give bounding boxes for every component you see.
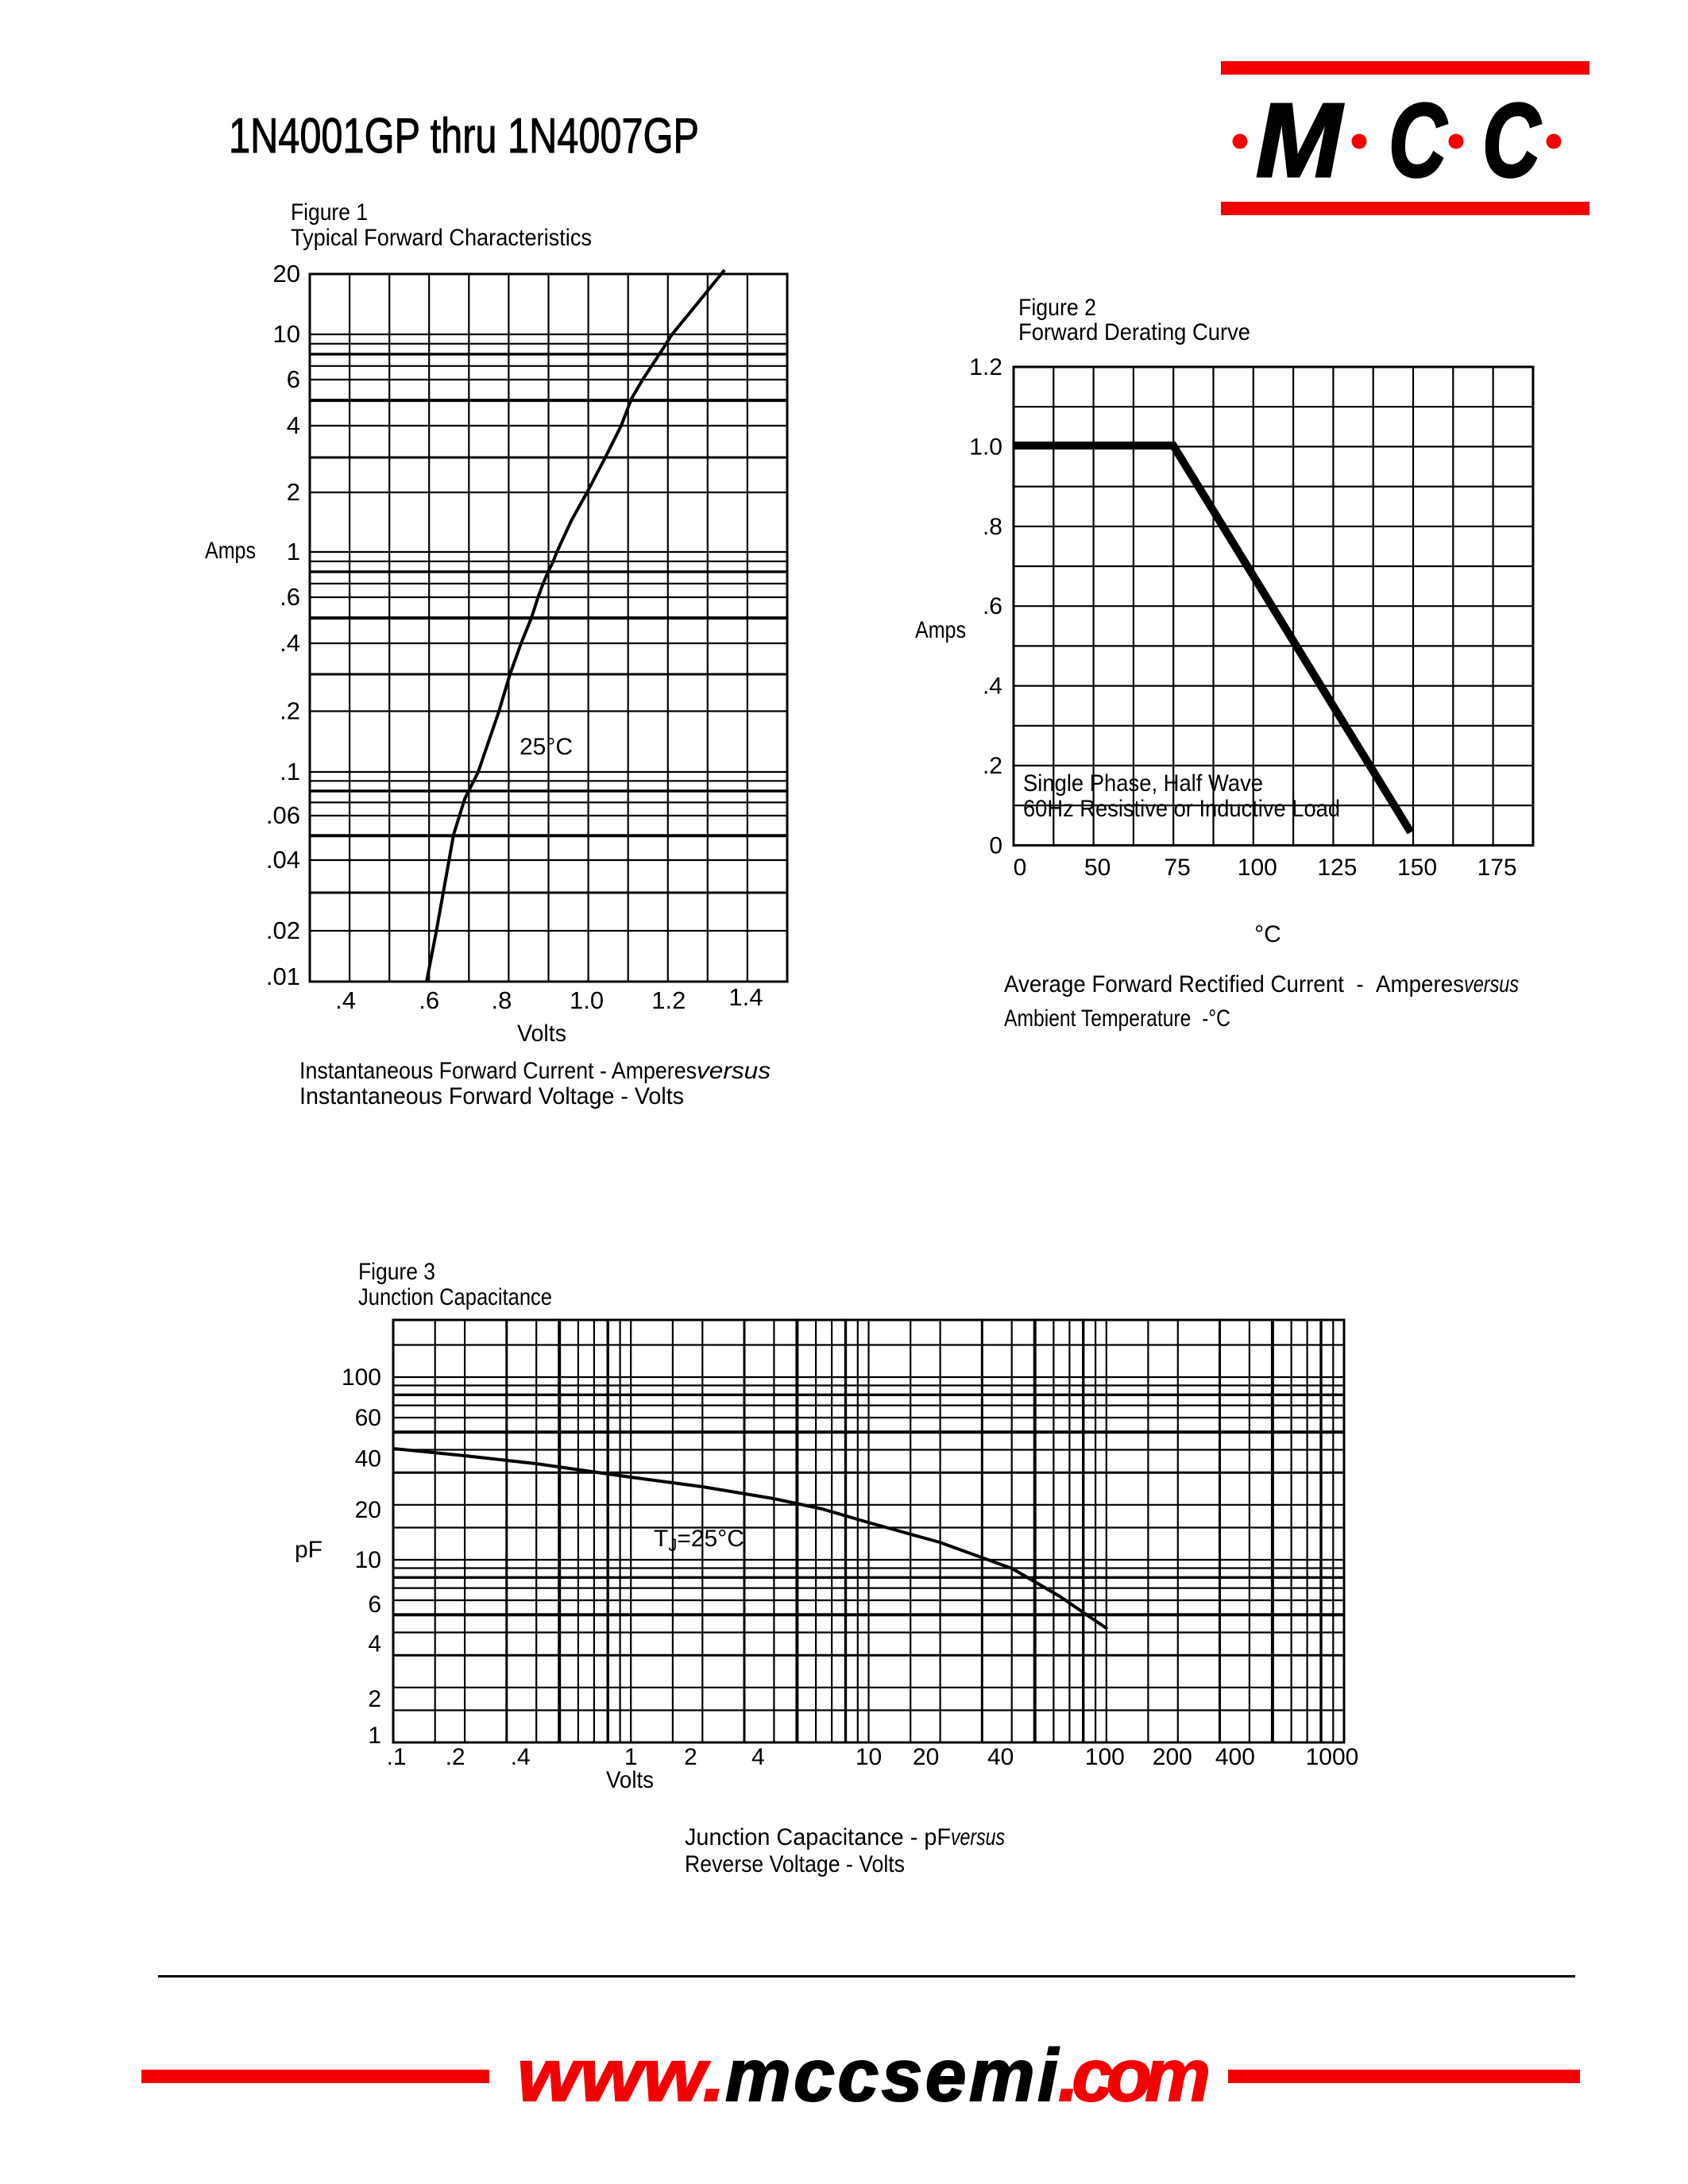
svg-text:6: 6 — [368, 1592, 381, 1618]
svg-text:.4: .4 — [335, 986, 356, 1014]
svg-text:.2: .2 — [983, 753, 1002, 779]
svg-text:.4: .4 — [511, 1744, 531, 1770]
svg-text:20: 20 — [913, 1744, 939, 1770]
svg-text:Figure 3: Figure 3 — [358, 1259, 435, 1285]
svg-text:TJ=25°C: TJ=25°C — [654, 1526, 744, 1555]
svg-text:0: 0 — [989, 832, 1002, 859]
svg-text:10: 10 — [355, 1547, 381, 1573]
svg-text:C: C — [1389, 82, 1447, 199]
svg-text:1.2: 1.2 — [969, 354, 1002, 380]
svg-text:.8: .8 — [491, 986, 512, 1014]
svg-text:60: 60 — [355, 1405, 381, 1431]
svg-text:40: 40 — [355, 1446, 381, 1472]
svg-text:75: 75 — [1165, 855, 1191, 881]
svg-text:.4: .4 — [983, 673, 1002, 700]
svg-text:2: 2 — [368, 1686, 381, 1712]
svg-text:1: 1 — [624, 1744, 638, 1770]
svg-text:175: 175 — [1477, 855, 1517, 881]
svg-text:60Hz Resistive or Inductive Lo: 60Hz Resistive or Inductive Load — [1023, 796, 1340, 822]
svg-text:10: 10 — [856, 1744, 882, 1770]
svg-text:Amps: Amps — [205, 538, 256, 564]
svg-text:.8: .8 — [983, 514, 1002, 540]
svg-text:150: 150 — [1397, 855, 1437, 881]
svg-text:Junction Capacitance - pF: Junction Capacitance - pF — [685, 1824, 951, 1850]
svg-text:.06: .06 — [266, 801, 300, 829]
svg-text:20: 20 — [273, 260, 300, 287]
svg-text:versus: versus — [697, 1058, 771, 1084]
svg-text:Average Forward Rectified Curr: Average Forward Rectified Current - Ampe… — [1004, 971, 1464, 997]
svg-text:2: 2 — [684, 1744, 697, 1770]
svg-text:Amps: Amps — [915, 617, 966, 643]
svg-text:1000: 1000 — [1306, 1744, 1359, 1770]
svg-text:.com: .com — [1058, 2034, 1211, 2116]
svg-text:1.4: 1.4 — [728, 983, 763, 1011]
svg-text:100: 100 — [342, 1364, 381, 1391]
svg-text:4: 4 — [287, 411, 300, 439]
svg-text:Ambient Temperature -°C: Ambient Temperature -°C — [1004, 1005, 1230, 1032]
svg-text:1.0: 1.0 — [969, 434, 1002, 460]
svg-text:Single Phase, Half Wave: Single Phase, Half Wave — [1023, 770, 1263, 797]
svg-text:Volts: Volts — [606, 1767, 654, 1793]
svg-text:100: 100 — [1085, 1744, 1125, 1770]
svg-text:10: 10 — [273, 320, 300, 348]
svg-text:Figure 1: Figure 1 — [291, 199, 368, 226]
svg-text:40: 40 — [987, 1744, 1014, 1770]
svg-text:20: 20 — [355, 1497, 381, 1523]
svg-text:4: 4 — [751, 1744, 765, 1770]
svg-text:125: 125 — [1317, 855, 1357, 881]
svg-text:0: 0 — [1014, 855, 1027, 881]
svg-text:.6: .6 — [419, 986, 439, 1014]
svg-text:1: 1 — [287, 538, 300, 565]
svg-text:2: 2 — [287, 478, 300, 506]
svg-text:1.2: 1.2 — [651, 986, 686, 1014]
svg-text:1: 1 — [368, 1723, 381, 1749]
svg-text:pF: pF — [295, 1537, 323, 1563]
svg-text:.4: .4 — [280, 629, 300, 657]
svg-text:1N4001GP thru 1N4007GP: 1N4001GP thru 1N4007GP — [229, 109, 699, 164]
svg-text:Instantaneous Forward Voltage: Instantaneous Forward Voltage - Volts — [299, 1083, 684, 1109]
svg-text:Reverse Voltage - Volts: Reverse Voltage - Volts — [685, 1851, 905, 1877]
svg-text:400: 400 — [1215, 1744, 1255, 1770]
svg-text:mccsemi: mccsemi — [725, 2034, 1060, 2116]
svg-text:.2: .2 — [280, 697, 300, 725]
svg-text:.1: .1 — [280, 758, 300, 785]
svg-text:6: 6 — [287, 365, 300, 393]
svg-text:1.0: 1.0 — [570, 986, 604, 1014]
svg-text:.6: .6 — [280, 583, 300, 611]
svg-text:M: M — [1256, 82, 1344, 199]
svg-text:C: C — [1482, 82, 1541, 199]
svg-text:200: 200 — [1153, 1744, 1192, 1770]
svg-text:.02: .02 — [266, 916, 300, 944]
svg-text:Instantaneous Forward Current: Instantaneous Forward Current - Amperes — [299, 1058, 697, 1084]
svg-text:www.: www. — [517, 2034, 725, 2116]
svg-text:.01: .01 — [266, 963, 300, 990]
svg-text:4: 4 — [368, 1631, 381, 1657]
svg-text:50: 50 — [1084, 855, 1111, 881]
svg-text:Volts: Volts — [517, 1021, 566, 1047]
svg-text:Figure 2: Figure 2 — [1018, 295, 1096, 321]
svg-text:versus: versus — [951, 1824, 1005, 1850]
svg-text:Forward Derating Curve: Forward Derating Curve — [1018, 319, 1250, 345]
svg-text:°C: °C — [1254, 921, 1281, 947]
svg-text:.2: .2 — [446, 1744, 465, 1770]
svg-text:.04: .04 — [266, 846, 300, 874]
svg-text:25°C: 25°C — [520, 734, 573, 760]
svg-text:.6: .6 — [983, 593, 1002, 619]
svg-text:Junction Capacitance: Junction Capacitance — [358, 1284, 552, 1310]
svg-text:versus: versus — [1464, 971, 1519, 997]
svg-text:.1: .1 — [386, 1744, 406, 1770]
svg-text:100: 100 — [1238, 855, 1277, 881]
svg-text:Typical Forward Characteristic: Typical Forward Characteristics — [291, 225, 592, 251]
